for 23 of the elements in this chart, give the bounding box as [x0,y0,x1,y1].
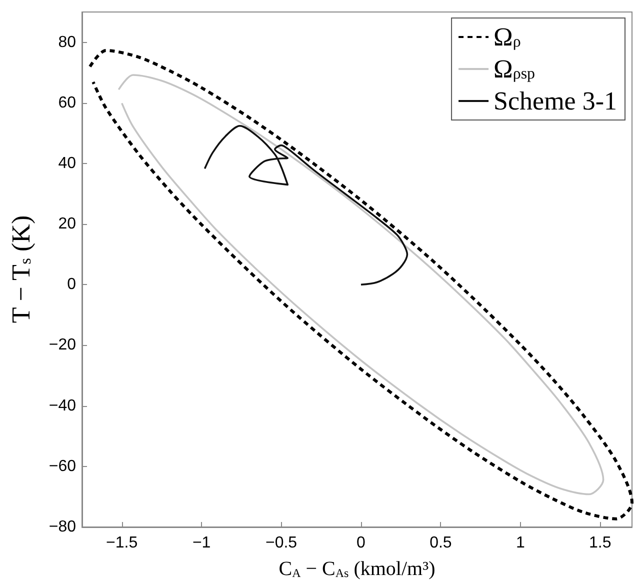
y-tick-label: −20 [48,336,76,354]
legend-label: Ωρ [494,22,521,52]
x-tick-label: −1 [192,534,211,552]
y-tick-label: 0 [67,276,76,294]
x-tick-label: −1.5 [106,534,138,552]
y-tick-label: 20 [58,216,76,233]
x-tick-label: 1 [516,534,525,552]
y-axis-title: T − Ts (K) [6,215,36,324]
legend-label: Scheme 3-1 [494,86,618,116]
x-tick-label: 0.5 [430,534,452,552]
line-series [204,125,408,286]
y-tick-label: 40 [58,154,76,172]
y-tick-label: 80 [58,34,76,51]
x-tick-label: 1.5 [588,534,612,552]
line-series [88,48,634,520]
y-tick-label: −40 [48,397,76,414]
y-tick-label: −60 [48,458,76,475]
y-tick-label: −80 [48,518,76,536]
x-tick-label: 0 [356,534,366,552]
y-tick-label: 60 [58,94,76,112]
legend-label: Ωρsp [494,54,536,84]
x-tick-label: −0.5 [265,534,298,552]
x-axis-title: CA − CAs (kmol/m³) [278,558,436,580]
